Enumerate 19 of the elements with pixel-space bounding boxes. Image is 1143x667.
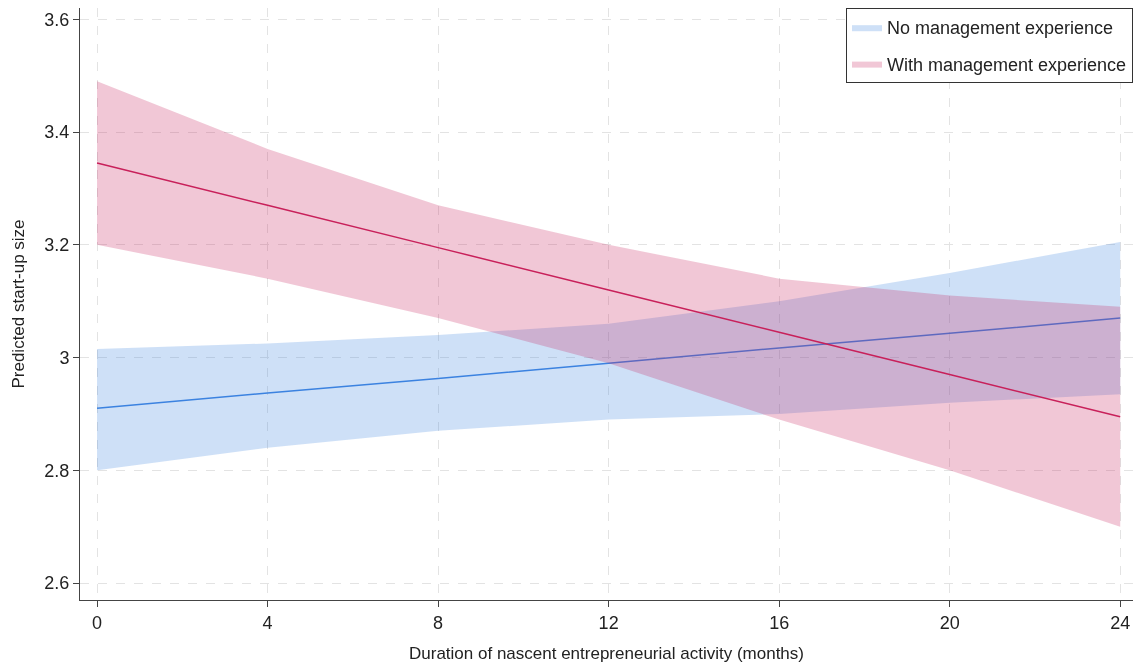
x-tick-label: 16 [769, 612, 790, 633]
y-tick-label: 3.4 [44, 122, 70, 143]
y-tick-label: 3.2 [44, 235, 70, 256]
x-tick-label: 8 [433, 612, 444, 633]
x-tick-label: 24 [1110, 612, 1131, 633]
x-tick-label: 20 [939, 612, 960, 633]
y-tick-label: 3.6 [44, 9, 70, 30]
y-tick-label: 2.8 [44, 460, 70, 481]
x-tick-label: 4 [262, 612, 273, 633]
y-tick-label: 2.6 [44, 573, 70, 594]
legend-label: No management experience [887, 18, 1114, 39]
legend-label: With management experience [887, 54, 1127, 75]
y-tick-label: 3 [59, 347, 70, 368]
x-axis-title: Duration of nascent entrepreneurial activity (months) [409, 644, 804, 663]
line-series [96, 317, 1121, 410]
line-series [96, 162, 1121, 418]
y-axis-title: Predicted start-up size [8, 219, 28, 389]
x-tick-label: 12 [598, 612, 619, 633]
x-tick-label: 0 [92, 612, 103, 633]
